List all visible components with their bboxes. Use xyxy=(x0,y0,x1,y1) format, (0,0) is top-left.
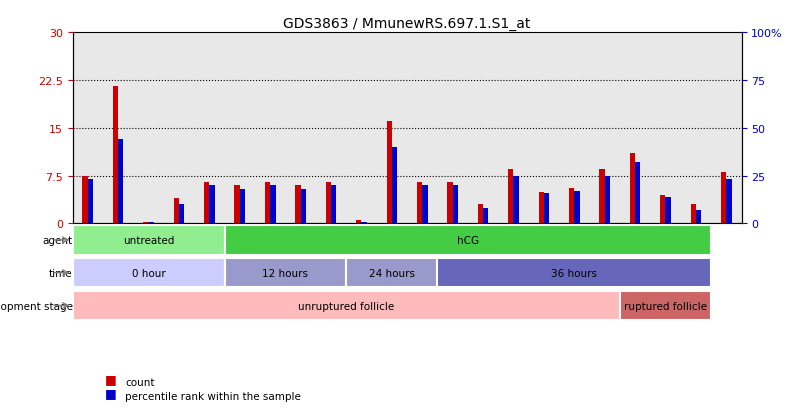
Text: hCG: hCG xyxy=(457,235,479,245)
Bar xyxy=(270,186,276,224)
Text: 12 hours: 12 hours xyxy=(263,268,309,278)
Bar xyxy=(478,205,483,224)
Bar xyxy=(726,180,732,224)
Bar xyxy=(173,199,179,224)
Bar xyxy=(265,183,270,224)
FancyBboxPatch shape xyxy=(73,291,620,320)
Text: unruptured follicle: unruptured follicle xyxy=(298,301,394,311)
Text: agent: agent xyxy=(43,235,73,245)
Bar xyxy=(666,197,671,224)
Bar xyxy=(301,190,306,224)
Text: 24 hours: 24 hours xyxy=(369,268,415,278)
Bar xyxy=(82,176,88,224)
Text: time: time xyxy=(49,268,73,278)
Text: percentile rank within the sample: percentile rank within the sample xyxy=(125,392,301,401)
Title: GDS3863 / MmunewRS.697.1.S1_at: GDS3863 / MmunewRS.697.1.S1_at xyxy=(284,17,530,31)
Bar xyxy=(361,222,367,224)
Bar xyxy=(143,222,148,224)
Bar xyxy=(538,192,544,224)
Text: ■: ■ xyxy=(105,387,117,399)
Bar xyxy=(691,205,696,224)
Bar xyxy=(629,154,635,224)
FancyBboxPatch shape xyxy=(620,291,711,320)
Bar xyxy=(422,186,427,224)
Bar xyxy=(447,183,453,224)
Bar xyxy=(331,186,336,224)
FancyBboxPatch shape xyxy=(73,225,225,255)
Text: 36 hours: 36 hours xyxy=(551,268,597,278)
Bar xyxy=(635,163,641,224)
Text: ■: ■ xyxy=(105,372,117,385)
Bar xyxy=(235,186,240,224)
Bar xyxy=(574,192,580,224)
Bar xyxy=(113,87,118,224)
FancyBboxPatch shape xyxy=(225,258,347,288)
FancyBboxPatch shape xyxy=(225,225,711,255)
Bar xyxy=(513,176,519,224)
Bar xyxy=(721,173,726,224)
FancyBboxPatch shape xyxy=(73,258,225,288)
Bar xyxy=(356,221,361,224)
Bar xyxy=(483,209,488,224)
Bar xyxy=(88,180,93,224)
Bar xyxy=(240,190,245,224)
Bar xyxy=(387,122,392,224)
Bar xyxy=(179,205,185,224)
Text: untreated: untreated xyxy=(123,235,174,245)
Bar xyxy=(453,186,458,224)
Bar xyxy=(569,189,574,224)
Bar xyxy=(210,186,214,224)
Text: ruptured follicle: ruptured follicle xyxy=(624,301,707,311)
Bar xyxy=(600,170,604,224)
Bar xyxy=(544,193,549,224)
Bar xyxy=(295,186,301,224)
Bar xyxy=(118,140,123,224)
Text: count: count xyxy=(125,377,155,387)
Bar xyxy=(204,183,210,224)
Bar xyxy=(417,183,422,224)
Bar xyxy=(392,147,397,224)
Bar xyxy=(604,176,610,224)
Bar xyxy=(696,211,701,224)
Bar xyxy=(508,170,513,224)
FancyBboxPatch shape xyxy=(347,258,438,288)
Text: development stage: development stage xyxy=(0,301,73,311)
Bar xyxy=(660,195,666,224)
Text: 0 hour: 0 hour xyxy=(131,268,165,278)
Bar xyxy=(148,222,154,224)
Bar xyxy=(326,183,331,224)
FancyBboxPatch shape xyxy=(438,258,711,288)
